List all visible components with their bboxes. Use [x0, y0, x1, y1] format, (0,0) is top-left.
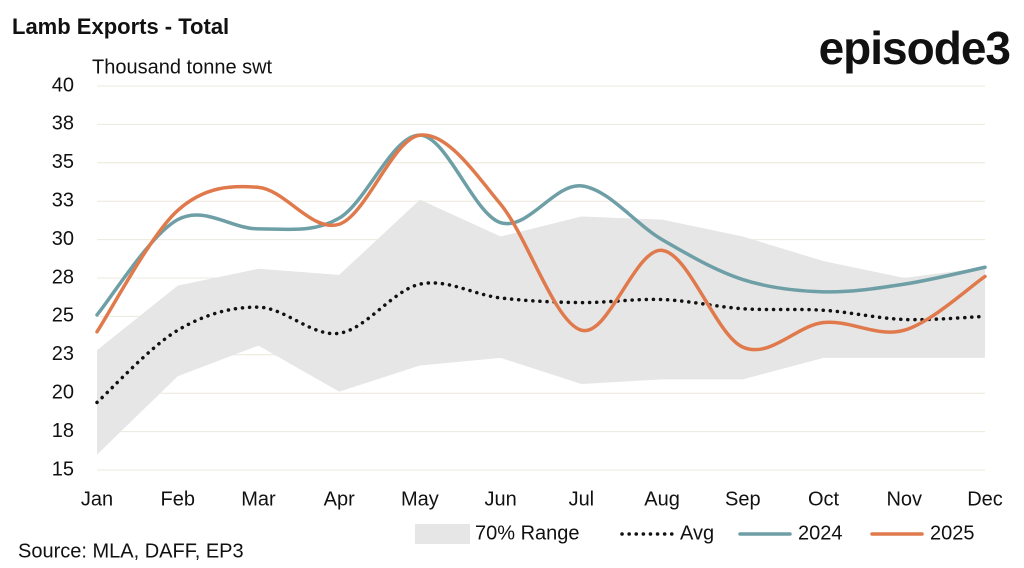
y-tick-label: 28: [52, 266, 74, 288]
y-axis-label: Thousand tonne swt: [92, 56, 273, 78]
x-tick-label: Jun: [485, 488, 517, 510]
legend-label: 2024: [798, 522, 843, 544]
legend-label: Avg: [680, 522, 714, 544]
chart-title: Lamb Exports - Total: [12, 14, 229, 39]
range-band: [97, 199, 985, 455]
y-tick-label: 35: [52, 151, 74, 173]
legend-label: 2025: [930, 522, 975, 544]
y-tick-label: 25: [52, 305, 74, 327]
x-tick-label: May: [401, 488, 439, 510]
logo: episode3: [819, 22, 1010, 74]
y-tick-label: 30: [52, 228, 74, 250]
line-avg: [95, 281, 987, 405]
x-tick-label: Aug: [644, 488, 680, 510]
x-tick-label: Nov: [886, 488, 922, 510]
line-2024: [95, 133, 987, 317]
y-tick-label: 33: [52, 189, 74, 211]
legend-label: 70% Range: [475, 522, 580, 544]
y-tick-label: 38: [52, 113, 74, 135]
y-tick-label: 23: [52, 343, 74, 365]
line-2025: [95, 133, 987, 352]
y-tick-label: 20: [52, 381, 74, 403]
legend-swatch: [415, 524, 470, 544]
x-tick-label: Jan: [81, 488, 113, 510]
x-tick-label: Sep: [725, 488, 761, 510]
y-tick-label: 15: [52, 458, 74, 480]
y-tick-label: 18: [52, 420, 74, 442]
source: Source: MLA, DAFF, EP3: [18, 540, 244, 562]
x-tick-label: Feb: [160, 488, 194, 510]
x-tick-label: Mar: [241, 488, 276, 510]
y-tick-label: 40: [52, 74, 74, 96]
x-tick-label: Oct: [808, 488, 840, 510]
x-tick-label: Dec: [967, 488, 1003, 510]
x-tick-label: Apr: [324, 488, 355, 510]
x-tick-label: Jul: [569, 488, 595, 510]
